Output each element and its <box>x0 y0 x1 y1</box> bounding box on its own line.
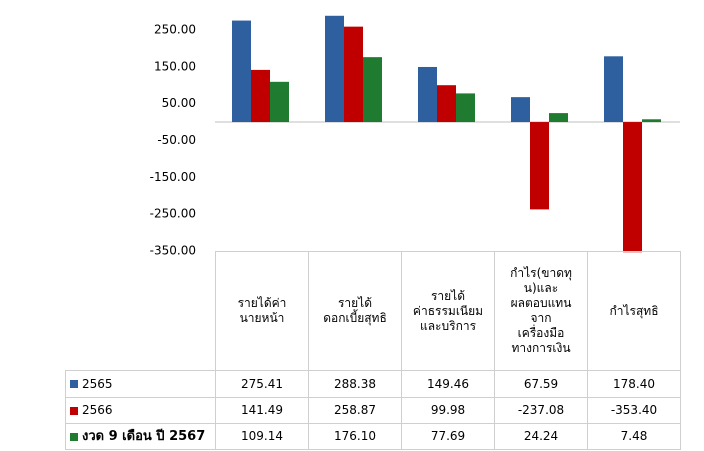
bar <box>549 113 568 123</box>
table-value: 275.41 <box>215 370 309 398</box>
table-value: 176.10 <box>308 423 402 450</box>
category-header: กำไรสุทธิ <box>587 251 681 371</box>
table-value: 109.14 <box>215 423 309 450</box>
bar <box>251 69 270 123</box>
bar <box>530 122 549 210</box>
table-value: 141.49 <box>215 397 309 424</box>
legend-label: 2566 <box>82 403 113 417</box>
bar <box>437 85 456 123</box>
y-tick-label: -350.00 <box>150 244 196 258</box>
bar <box>232 20 251 123</box>
bar <box>418 66 437 123</box>
legend-swatch <box>70 406 78 415</box>
bar <box>623 122 642 253</box>
table-value: 67.59 <box>494 370 588 398</box>
table-value: 77.69 <box>401 423 495 450</box>
legend-row-header: 2565 <box>65 370 216 398</box>
y-tick-label: 150.00 <box>154 59 196 73</box>
table-value: -237.08 <box>494 397 588 424</box>
bar <box>456 93 475 123</box>
y-tick-label: 250.00 <box>154 22 196 36</box>
table-value: 7.48 <box>587 423 681 450</box>
table-value: 24.24 <box>494 423 588 450</box>
bar <box>344 26 363 123</box>
table-value: 258.87 <box>308 397 402 424</box>
legend-row-header: งวด 9 เดือน ปี 2567 <box>65 423 216 450</box>
legend-swatch <box>70 380 78 388</box>
bar <box>325 15 344 123</box>
y-tick-label: -250.00 <box>150 207 196 221</box>
bar <box>642 119 661 123</box>
table-value: 178.40 <box>587 370 681 398</box>
legend-swatch <box>70 432 78 441</box>
category-header: กำไร(ขาดทุ น)และ ผลตอบแทน จาก เครื่องมือ… <box>494 251 588 371</box>
bar <box>604 56 623 123</box>
legend-label: งวด 9 เดือน ปี 2567 <box>82 429 206 444</box>
legend-row-header: 2566 <box>65 397 216 424</box>
table-value: -353.40 <box>587 397 681 424</box>
table-value: 99.98 <box>401 397 495 424</box>
category-header: รายได้ค่า นายหน้า <box>215 251 309 371</box>
bar <box>511 97 530 123</box>
table-value: 149.46 <box>401 370 495 398</box>
category-header: รายได้ ดอกเบี้ยสุทธิ <box>308 251 402 371</box>
y-tick-label: 50.00 <box>162 96 196 110</box>
legend-label: 2565 <box>82 376 113 391</box>
y-tick-label: -150.00 <box>150 170 196 184</box>
category-header: รายได้ ค่าธรรมเนียม และบริการ <box>401 251 495 371</box>
y-tick-label: -50.00 <box>157 133 196 147</box>
bar <box>363 57 382 123</box>
bar <box>270 81 289 123</box>
table-value: 288.38 <box>308 370 402 398</box>
